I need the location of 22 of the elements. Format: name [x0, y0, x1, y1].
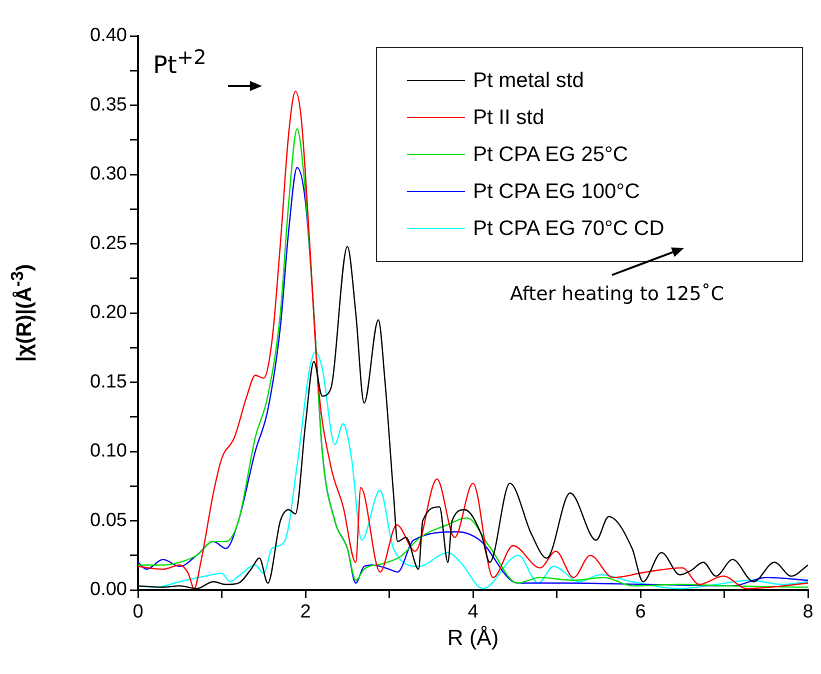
- x-tick-label: 4: [468, 602, 479, 623]
- x-tick-label: 2: [300, 602, 311, 623]
- x-tick-label: 0: [132, 602, 144, 623]
- y-tick-label: 0.10: [90, 440, 127, 462]
- y-tick-label: 0.15: [90, 371, 127, 392]
- legend-label: Pt metal std: [473, 68, 584, 92]
- legend-label: Pt CPA EG 25°C: [473, 142, 628, 166]
- y-tick-label: 0.05: [90, 510, 127, 531]
- legend-label: Pt CPA EG 100°C: [473, 180, 640, 204]
- y-tick-label: 0.25: [90, 232, 127, 254]
- legend-label: Pt II std: [473, 106, 544, 130]
- y-tick-label: 0.40: [90, 25, 127, 46]
- y-tick-label: 0.30: [90, 164, 127, 185]
- x-axis-title: R (Å): [447, 625, 499, 651]
- annotation: After heating to 125˚C: [510, 283, 724, 305]
- x-tick-label: 8: [802, 602, 814, 623]
- legend-label: Pt CPA EG 70°C CD: [473, 216, 664, 240]
- y-tick-label: 0.35: [90, 94, 127, 116]
- x-tick-label: 6: [635, 602, 646, 623]
- y-tick-label: 0.00: [90, 579, 127, 600]
- annotation: Pt$^{+2}$: [153, 45, 206, 79]
- y-tick-label: 0.20: [90, 302, 127, 324]
